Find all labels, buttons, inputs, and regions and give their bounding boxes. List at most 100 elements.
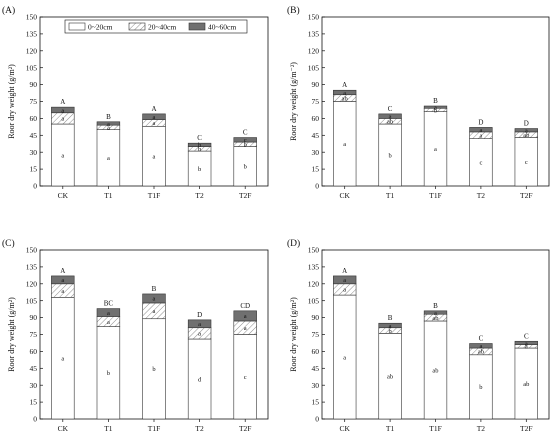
segment-letter: a [479, 127, 482, 134]
bar-40-60cm-ck [333, 275, 357, 285]
y-axis-label: Roor dry weight (g/m²) [7, 64, 16, 139]
bar-top-letter: D [524, 120, 529, 128]
segment-letter: a [61, 355, 64, 362]
segment-letter: b [198, 166, 201, 173]
bar-40-60cm-t2f [514, 128, 538, 133]
segment-letter: b [107, 370, 110, 377]
y-tick-label: 120 [26, 279, 38, 288]
segment-letter: c [244, 137, 247, 144]
legend-swatch [68, 22, 86, 31]
y-tick-label: 90 [30, 313, 38, 322]
segment-letter: a [244, 313, 247, 320]
legend-label: 20~40cm [148, 23, 176, 32]
x-tick-label: T1F [148, 191, 161, 200]
bar-top-letter: A [342, 267, 347, 275]
y-tick-label: 105 [308, 63, 320, 72]
bar-top-letter: A [60, 267, 65, 275]
y-tick-label: 75 [30, 97, 38, 106]
bar-top-letter: BC [104, 300, 114, 308]
x-tick-label: CK [339, 191, 350, 200]
segment-letter: a [107, 310, 110, 317]
segment-letter: a [343, 354, 346, 361]
y-axis-label: Roor dry weight (g/m⁻²) [289, 62, 298, 141]
segment-letter: c [244, 374, 247, 381]
y-tick-label: 60 [312, 347, 320, 356]
x-tick-label: T2F [520, 191, 533, 200]
y-axis-label: Roor dry weight (g/m²) [289, 297, 298, 372]
segment-letter: ab [523, 132, 529, 139]
y-tick-label: 60 [30, 114, 38, 123]
segment-letter: b [479, 384, 482, 391]
segment-letter: a [343, 90, 346, 97]
y-tick-label: 15 [312, 165, 320, 174]
segment-letter: d [198, 376, 202, 383]
chart-panel-2: (B) 0 15 30 45 60 75 90 105 120 135 150 Roor dry wei… [287, 5, 550, 200]
legend-swatch [188, 22, 206, 31]
segment-letter: a [153, 114, 156, 121]
bar-40-60cm-t1f [142, 293, 166, 304]
bar-40-60cm-t2 [187, 142, 212, 147]
y-tick-label: 0 [33, 415, 37, 424]
y-tick-label: 15 [30, 165, 38, 174]
segment-letter: a [153, 153, 156, 160]
chart-panel-3: (C) 0 15 30 45 60 75 90 105 120 135 150 Roor dry wei… [2, 238, 269, 433]
y-tick-label: 45 [30, 131, 38, 140]
y-tick-label: 0 [315, 182, 319, 191]
bar-top-letter: A [342, 81, 347, 89]
y-tick-label: 105 [308, 296, 320, 305]
segment-letter: a [61, 116, 64, 123]
segment-letter: ab [432, 315, 438, 322]
x-tick-label: T2 [195, 424, 204, 433]
bar-top-letter: A [60, 98, 65, 106]
y-tick-label: 30 [30, 381, 38, 390]
x-tick-label: T1 [104, 424, 113, 433]
bar-top-letter: B [433, 302, 438, 310]
segment-letter: a [153, 308, 156, 315]
bar-40-60cm-t2f [514, 340, 538, 345]
segment-letter: a [343, 141, 346, 148]
bar-40-60cm-t2 [469, 127, 493, 133]
segment-letter: ab [387, 373, 393, 380]
y-tick-label: 105 [26, 296, 38, 305]
segment-letter: a [198, 331, 201, 338]
y-tick-label: 15 [30, 398, 38, 407]
bar-40-60cm-t1 [96, 121, 121, 126]
bar-40-60cm-t1 [378, 113, 402, 119]
y-tick-label: 75 [312, 330, 320, 339]
y-tick-label: 90 [30, 80, 38, 89]
legend-label: 40~60cm [208, 23, 236, 32]
bar-40-60cm-t1 [378, 322, 402, 329]
segment-letter: b [152, 366, 155, 373]
panel-label: (D) [287, 238, 300, 249]
legend: 0~20cm 20~40cm 40~60cm [64, 19, 248, 34]
y-tick-label: 0 [33, 182, 37, 191]
y-tick-label: 135 [308, 30, 320, 39]
x-tick-label: T2F [239, 191, 252, 200]
segment-letter: a [479, 133, 482, 140]
bar-top-letter: C [479, 335, 484, 343]
y-tick-label: 30 [312, 381, 320, 390]
segment-letter: ab [342, 95, 348, 102]
y-tick-label: 75 [312, 97, 320, 106]
segment-letter: a [389, 323, 392, 330]
panel-label: (C) [2, 238, 15, 249]
bar-top-letter: C [243, 129, 248, 137]
x-tick-label: T1F [148, 424, 161, 433]
segment-letter: a [525, 340, 528, 347]
bar-40-60cm-t1f [423, 105, 448, 109]
bar-top-letter: D [197, 311, 202, 319]
segment-letter: a [61, 277, 64, 284]
segment-letter: b [198, 146, 201, 153]
panel-label: (B) [287, 5, 300, 16]
bar-40-60cm-t2f [233, 310, 257, 322]
segment-letter: b [244, 142, 247, 149]
y-tick-label: 135 [308, 263, 320, 272]
y-tick-label: 120 [308, 279, 320, 288]
y-tick-label: 120 [26, 46, 38, 55]
x-tick-label: T1 [104, 191, 113, 200]
y-tick-label: 75 [30, 330, 38, 339]
bar-top-letter: C [524, 332, 529, 340]
x-tick-label: T2F [520, 424, 533, 433]
segment-letter: a [343, 287, 346, 294]
